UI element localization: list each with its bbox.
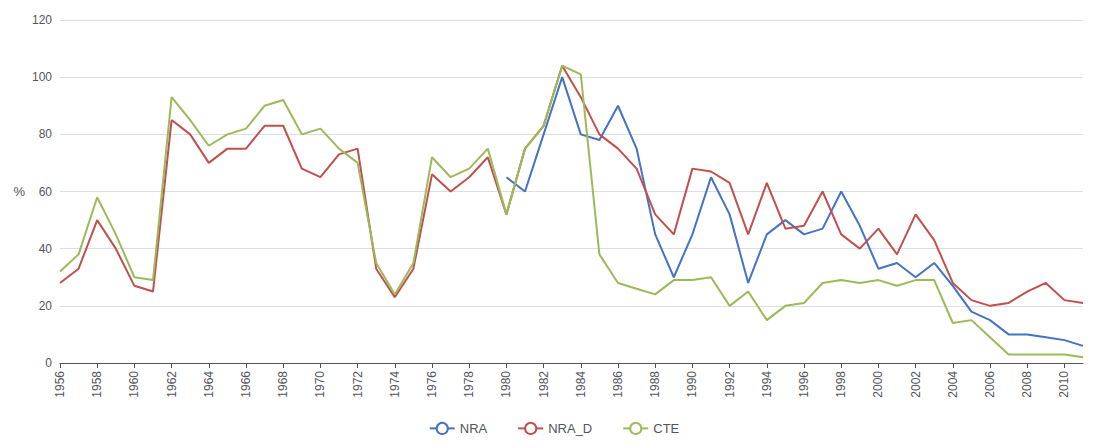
svg-text:2008: 2008	[1020, 371, 1034, 398]
svg-text:2002: 2002	[909, 371, 923, 398]
svg-text:1992: 1992	[723, 371, 737, 398]
svg-text:1962: 1962	[165, 371, 179, 398]
svg-text:1960: 1960	[127, 371, 141, 398]
svg-text:80: 80	[39, 127, 53, 141]
svg-text:2006: 2006	[983, 371, 997, 398]
svg-text:60: 60	[39, 185, 53, 199]
svg-text:120: 120	[32, 13, 52, 27]
svg-text:2000: 2000	[871, 371, 885, 398]
svg-text:1980: 1980	[499, 371, 513, 398]
svg-text:0: 0	[45, 356, 52, 370]
svg-text:1988: 1988	[648, 371, 662, 398]
svg-text:1986: 1986	[611, 371, 625, 398]
svg-text:%: %	[13, 184, 25, 199]
svg-text:1964: 1964	[202, 371, 216, 398]
svg-text:1984: 1984	[574, 371, 588, 398]
svg-text:1968: 1968	[276, 371, 290, 398]
svg-text:1974: 1974	[388, 371, 402, 398]
svg-text:1958: 1958	[90, 371, 104, 398]
svg-text:CTE: CTE	[653, 421, 679, 436]
svg-text:1982: 1982	[537, 371, 551, 398]
svg-text:1972: 1972	[351, 371, 365, 398]
svg-text:1998: 1998	[834, 371, 848, 398]
svg-text:1956: 1956	[53, 371, 67, 398]
svg-text:20: 20	[39, 299, 53, 313]
svg-text:NRA: NRA	[460, 421, 488, 436]
svg-text:1976: 1976	[425, 371, 439, 398]
svg-text:1970: 1970	[313, 371, 327, 398]
svg-text:NRA_D: NRA_D	[548, 421, 592, 436]
svg-text:2004: 2004	[946, 371, 960, 398]
svg-text:40: 40	[39, 242, 53, 256]
svg-text:2010: 2010	[1057, 371, 1071, 398]
svg-text:1966: 1966	[239, 371, 253, 398]
svg-text:1996: 1996	[797, 371, 811, 398]
svg-text:1978: 1978	[462, 371, 476, 398]
svg-text:1990: 1990	[685, 371, 699, 398]
svg-text:1994: 1994	[760, 371, 774, 398]
svg-text:100: 100	[32, 70, 52, 84]
